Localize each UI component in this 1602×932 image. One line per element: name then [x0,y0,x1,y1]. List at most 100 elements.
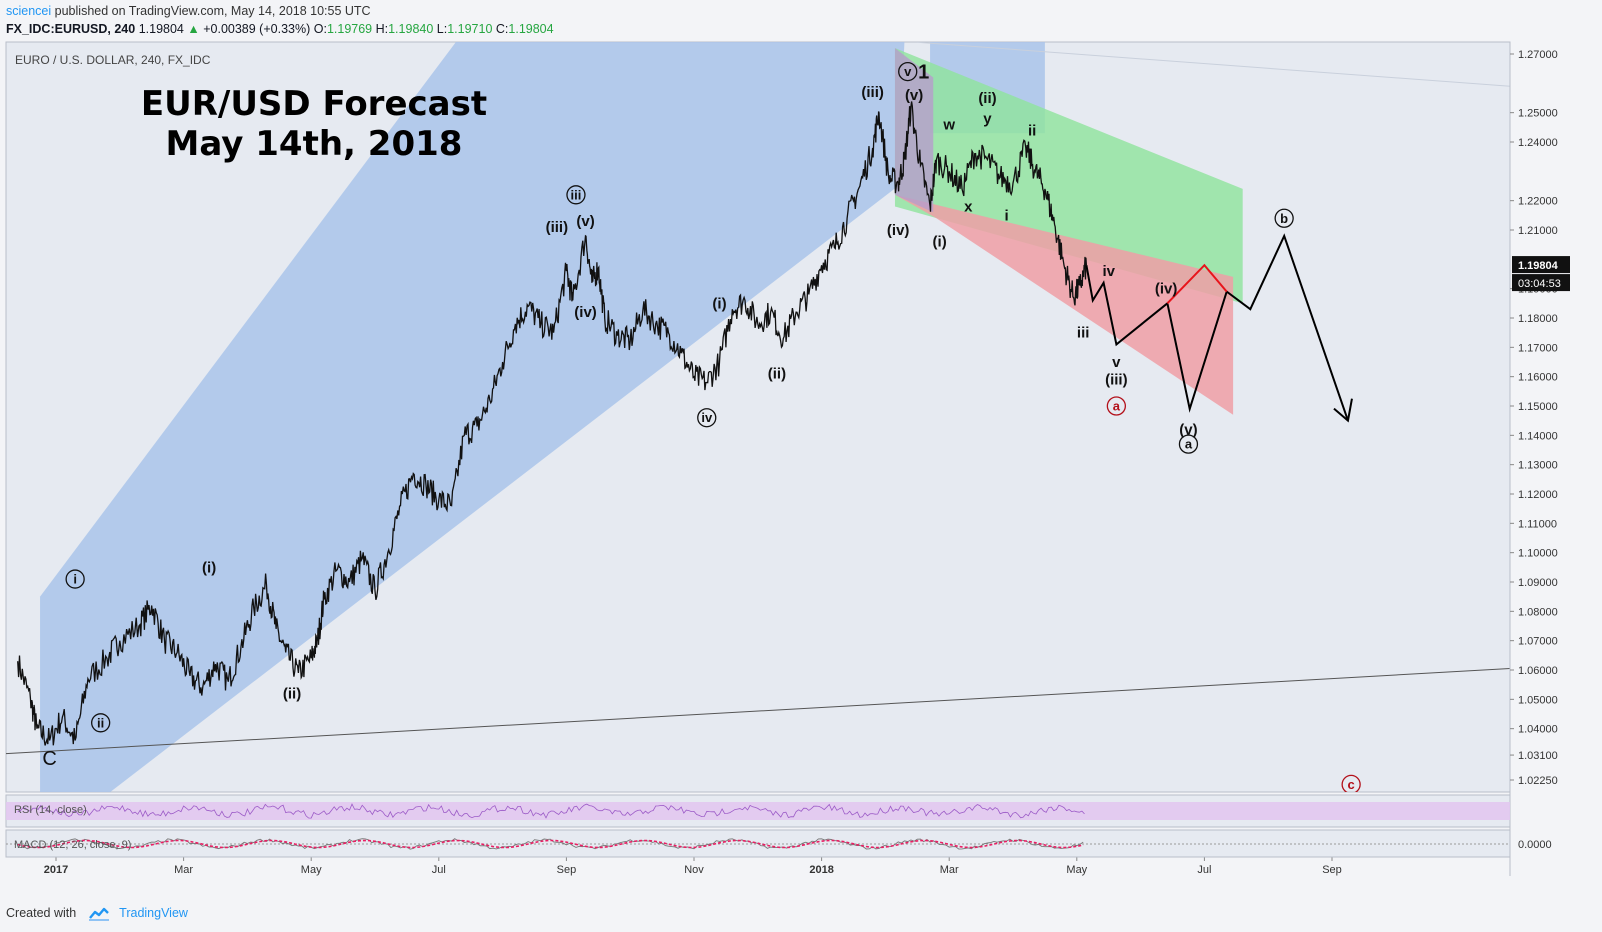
time-tick-label-4: Sep [557,864,577,876]
time-tick-label-3: Jul [432,864,446,876]
wave-label-1-ring [65,569,85,589]
price-tick-label-18: 1.06000 [1518,665,1558,677]
wave-label-9: iv [701,410,713,425]
price-tick-label-21: 1.03100 [1518,750,1558,762]
time-tick-label-7: Mar [940,864,959,876]
price-tick-label-4: 1.21000 [1518,225,1558,237]
high-label: H: [375,22,389,36]
forecast-path-red [1166,263,1228,304]
wave-labels: Ciii(i)(ii)(iii)iii(v)(iv)iv(i)(ii)(iii)… [42,61,1361,792]
macd-signal-line [17,839,1084,849]
close-label: C: [495,22,509,36]
chart-title-line1: EUR/USD Forecast [141,84,487,124]
price-tick-label-14: 1.10000 [1518,548,1558,560]
price-tick-label-19: 1.05000 [1518,694,1558,706]
bar-countdown-tag [1512,274,1570,292]
footer: Created with TradingView [6,906,188,921]
open-label: O: [313,22,327,36]
published-text: published on TradingView.com, May 14, 20… [54,4,371,18]
time-tick-label-10: Sep [1322,864,1342,876]
wave-label-32: b [1280,211,1288,226]
wave-label-33-ring [1341,774,1361,792]
macd-level-label: 0.0000 [1518,839,1552,851]
tradingview-logo-icon [88,907,109,921]
macd-pane[interactable]: MACD (12, 26, close, 9) 0.0000 [5,829,1552,858]
low-value: 1.19710 [447,22,493,36]
wave-label-11: (ii) [768,366,786,383]
price-tick-label-16: 1.08000 [1518,606,1558,618]
target-zone-green [894,48,1243,304]
publisher-link[interactable]: sciencei [6,4,52,18]
long-term-support-line [6,668,1510,755]
last-price: 1.19804 [138,22,184,36]
wave-label-15: 1 [918,62,929,84]
wave-label-6-ring [566,185,586,205]
tradingview-link[interactable]: TradingView [119,906,188,920]
wave-label-12: (iii) [861,84,884,101]
rsi-line [17,803,1085,819]
price-line [17,101,1088,746]
wave-label-29: (iv) [1155,281,1178,298]
wave-label-10: (i) [712,295,726,312]
open-value: 1.19769 [326,22,373,36]
symbol-info-line: FX_IDC:EURUSD, 240 1.19804 ▲ +0.00389 (+… [6,22,554,36]
forecast-arrow-head [1333,398,1353,423]
price-tick-label-12: 1.12000 [1518,489,1558,501]
wave-label-31-ring [1178,434,1199,454]
price-axis[interactable]: 1.270001.250001.240001.220001.210001.190… [1509,42,1570,876]
wave-label-16: (v) [905,87,923,104]
wave-label-14: v [904,64,912,79]
wave-label-19: x [964,199,973,216]
wave-label-30: (v) [1179,421,1197,438]
wave-label-22: i [1005,207,1009,224]
rsi-label: RSI (14, close) [14,804,87,816]
wave-label-32-ring [1274,208,1294,228]
symbol-label[interactable]: FX_IDC:EURUSD, 240 [6,22,136,36]
wave-label-3: (i) [202,559,216,576]
wave-label-24: iv [1102,263,1115,280]
price-tick-label-11: 1.13000 [1518,460,1558,472]
time-tick-label-8: May [1066,864,1087,876]
wave-label-27: (iii) [1105,372,1128,389]
time-tick-label-0: 2017 [44,864,68,876]
price-tick-label-13: 1.11000 [1518,518,1557,530]
wave-label-20: (ii) [978,90,996,107]
wave-label-7: (v) [576,213,594,230]
wave-label-23: ii [1028,122,1036,139]
time-axis[interactable]: 2017 Mar May Jul Sep Nov 2018 Mar May Jul Sep [6,856,1510,876]
upper-reference-line [917,42,1510,87]
wave-label-0: C [42,748,56,770]
wave-label-31: a [1185,437,1193,452]
wave-label-28-ring [1106,396,1127,416]
forecast-path [1085,233,1353,423]
wave-label-5: (iii) [546,219,569,236]
forecast-path-black [1085,233,1349,422]
time-tick-label-5: Nov [684,864,704,876]
price-series [17,101,1088,746]
price-tick-label-6: 1.18000 [1518,313,1558,325]
price-tick-label-22: 1.02250 [1518,775,1558,787]
high-value: 1.19840 [388,22,434,36]
up-arrow-icon: ▲ [187,22,200,36]
wave-label-8: (iv) [574,304,597,321]
price-tick-label-2: 1.24000 [1518,137,1558,149]
wave-label-25: iii [1077,325,1090,342]
wave-label-6: iii [571,187,582,202]
chart-title-line2: May 14th, 2018 [166,124,463,164]
rsi-pane[interactable]: RSI (14, close) [5,794,1511,828]
macd-label: MACD (12, 26, close, 9) [14,839,131,851]
wave-label-14-ring [898,61,918,82]
price-tick-label-1: 1.25000 [1518,108,1558,120]
wave-label-21: y [983,111,992,128]
wave-label-13: (iv) [887,222,910,239]
macd-line [17,838,1084,850]
price-tick-label-10: 1.14000 [1518,430,1558,442]
wave-label-2-ring [91,713,111,733]
wave-label-18: w [942,116,955,133]
last-price-tag[interactable] [1512,256,1570,274]
wave-label-9-ring [697,408,717,428]
created-with-text: Created with [6,906,77,920]
rsi-band [6,802,1510,820]
price-tick-label-3: 1.22000 [1518,196,1558,208]
